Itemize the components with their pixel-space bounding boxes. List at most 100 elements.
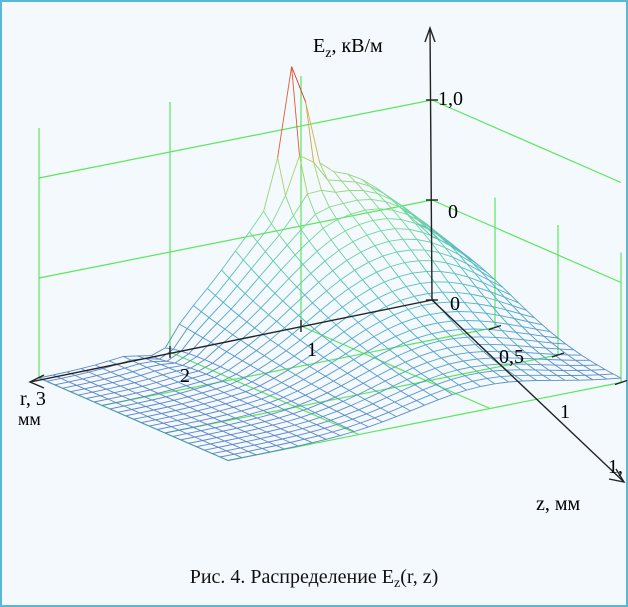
mesh-line [321, 335, 331, 343]
mesh-line [236, 424, 252, 429]
mesh-line [291, 394, 306, 402]
mesh-line [442, 369, 458, 375]
mesh-line [219, 410, 228, 415]
mesh-line [455, 352, 470, 356]
mesh-line [441, 291, 451, 303]
z-tick-label: 1 [560, 401, 570, 423]
mesh-line [238, 300, 254, 316]
mesh-line [159, 399, 175, 404]
mesh-line [382, 416, 397, 423]
mesh-line [498, 300, 513, 307]
mesh-line [430, 389, 445, 396]
mesh-line [123, 402, 138, 407]
mesh-line [310, 431, 319, 437]
mesh-line [126, 374, 141, 380]
mesh-line [266, 428, 281, 433]
mesh-line [202, 440, 211, 445]
mesh-line [247, 398, 262, 404]
mesh-line [456, 369, 466, 377]
mesh-line [481, 336, 490, 345]
mesh-line [200, 381, 209, 386]
mesh-line [348, 390, 358, 396]
mesh-line [208, 430, 223, 435]
mesh-line [208, 433, 217, 439]
mesh-line [192, 426, 202, 432]
mesh-line [408, 228, 424, 233]
mesh-line [180, 332, 196, 352]
mesh-line [430, 394, 439, 401]
mesh-line [340, 431, 355, 437]
mesh-line [278, 215, 294, 236]
mesh-line [415, 317, 425, 327]
mesh-line [410, 404, 425, 412]
mesh-line [266, 269, 282, 286]
mesh-line [333, 372, 348, 382]
mesh-line [508, 380, 523, 383]
mesh-line [304, 294, 313, 304]
mesh-line [252, 431, 267, 436]
mesh-line [362, 375, 378, 384]
mesh-line [453, 338, 462, 347]
mesh-line [285, 404, 300, 411]
e-tick-label: 0 [448, 201, 458, 223]
mesh-line [60, 377, 69, 383]
mesh-line [250, 424, 259, 429]
mesh-line [186, 385, 195, 390]
mesh-line [173, 396, 189, 401]
mesh-line [187, 396, 196, 401]
mesh-line [151, 396, 167, 401]
mesh-line [570, 375, 580, 381]
mesh-line [185, 423, 194, 428]
mesh-line [132, 366, 147, 373]
mesh-line [422, 389, 431, 396]
mesh-line [282, 435, 297, 440]
mesh-line [522, 380, 537, 382]
mesh-line [78, 391, 93, 396]
mesh-line [330, 414, 345, 421]
mesh-line [468, 276, 483, 283]
mesh-line [258, 428, 267, 433]
mesh-line [294, 254, 304, 265]
mesh-line [235, 364, 251, 375]
caption-symbol: E [381, 566, 395, 588]
mesh-line [412, 272, 421, 284]
mesh-line [367, 342, 382, 352]
mesh-line [167, 403, 182, 408]
mesh-line [562, 370, 572, 376]
mesh-line [201, 388, 217, 394]
mesh-line [456, 291, 471, 295]
mesh-line [236, 285, 246, 294]
mesh-line [433, 347, 448, 353]
mesh-line [264, 355, 273, 361]
mesh-line [331, 353, 347, 364]
mesh-line [567, 354, 576, 361]
mesh-line [334, 288, 349, 300]
mesh-line [460, 266, 469, 278]
mesh-line [218, 334, 234, 348]
mesh-line [185, 420, 200, 425]
mesh-line [339, 367, 348, 374]
mesh-line [222, 373, 237, 382]
mesh-line [340, 269, 355, 281]
mesh-line [260, 435, 275, 440]
mesh-line [104, 378, 113, 384]
mesh-line [388, 412, 397, 417]
mesh-line [390, 266, 399, 277]
mesh-line [485, 313, 495, 323]
mesh-line [343, 331, 353, 339]
mesh-line [431, 333, 440, 342]
mesh-line [241, 410, 250, 415]
mesh-line [542, 324, 551, 332]
mesh-line [317, 371, 326, 377]
mesh-line [223, 387, 239, 393]
mesh-line [274, 278, 290, 294]
mesh-line [431, 330, 446, 335]
mesh-line [472, 380, 481, 387]
mesh-line [307, 345, 317, 353]
mesh-line [323, 357, 332, 364]
mesh-line [416, 239, 432, 243]
mesh-line [502, 287, 512, 296]
mesh-line [179, 323, 188, 329]
mesh-line [358, 219, 374, 226]
mesh-line [486, 376, 501, 379]
